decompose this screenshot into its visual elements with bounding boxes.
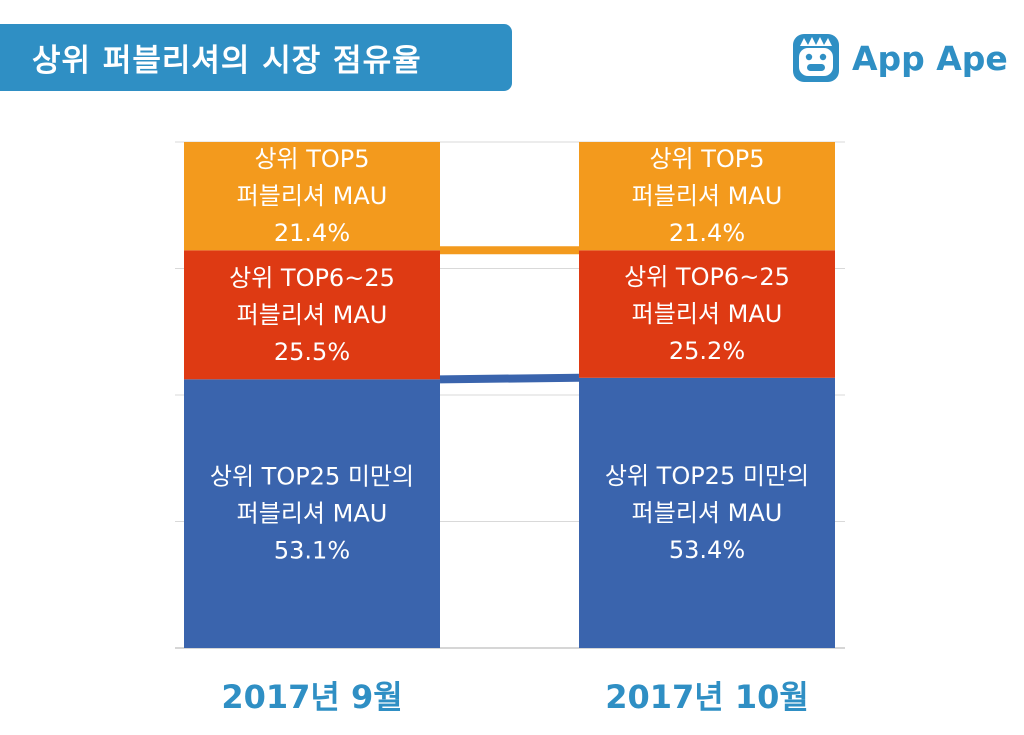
segment-label: 상위 TOP6~25 [229,264,395,292]
bar-segment-top6_25 [579,250,835,378]
x-tick-label: 2017년 10월 [605,678,809,716]
segment-label: 퍼블리셔 MAU [632,300,783,328]
x-tick-label: 2017년 9월 [221,678,402,716]
data-label: 53.4% [669,536,745,564]
bar-segment-top6_25 [184,250,440,380]
bar-segment-top5 [184,142,440,251]
data-label: 21.4% [274,219,350,247]
data-label: 21.4% [669,219,745,247]
page-title: 상위 퍼블리셔의 시장 점유율 [32,43,422,79]
connector-line-below25 [439,373,580,384]
segment-label: 퍼블리셔 MAU [632,499,783,527]
bar-segment-top5 [579,142,835,251]
data-label: 25.2% [669,337,745,365]
data-label: 25.5% [274,338,350,366]
ape-face-icon [793,34,839,82]
segment-label: 상위 TOP5 [254,145,369,173]
brand-name: App Ape [852,38,1008,78]
segment-label: 상위 TOP5 [649,145,764,173]
title-banner: 상위 퍼블리셔의 시장 점유율 [0,24,512,91]
bar-segment-below25 [579,377,835,648]
segment-label: 퍼블리셔 MAU [237,301,388,329]
bar-segment-below25 [184,379,440,648]
segment-label: 퍼블리셔 MAU [237,182,388,210]
segment-label: 상위 TOP6~25 [624,263,790,291]
brand: App Ape [790,30,1008,86]
segment-label: 상위 TOP25 미만의 [605,462,809,490]
data-label: 53.1% [274,537,350,565]
segment-label: 퍼블리셔 MAU [237,500,388,528]
segment-label: 퍼블리셔 MAU [632,182,783,210]
segment-label: 상위 TOP25 미만의 [210,463,414,491]
